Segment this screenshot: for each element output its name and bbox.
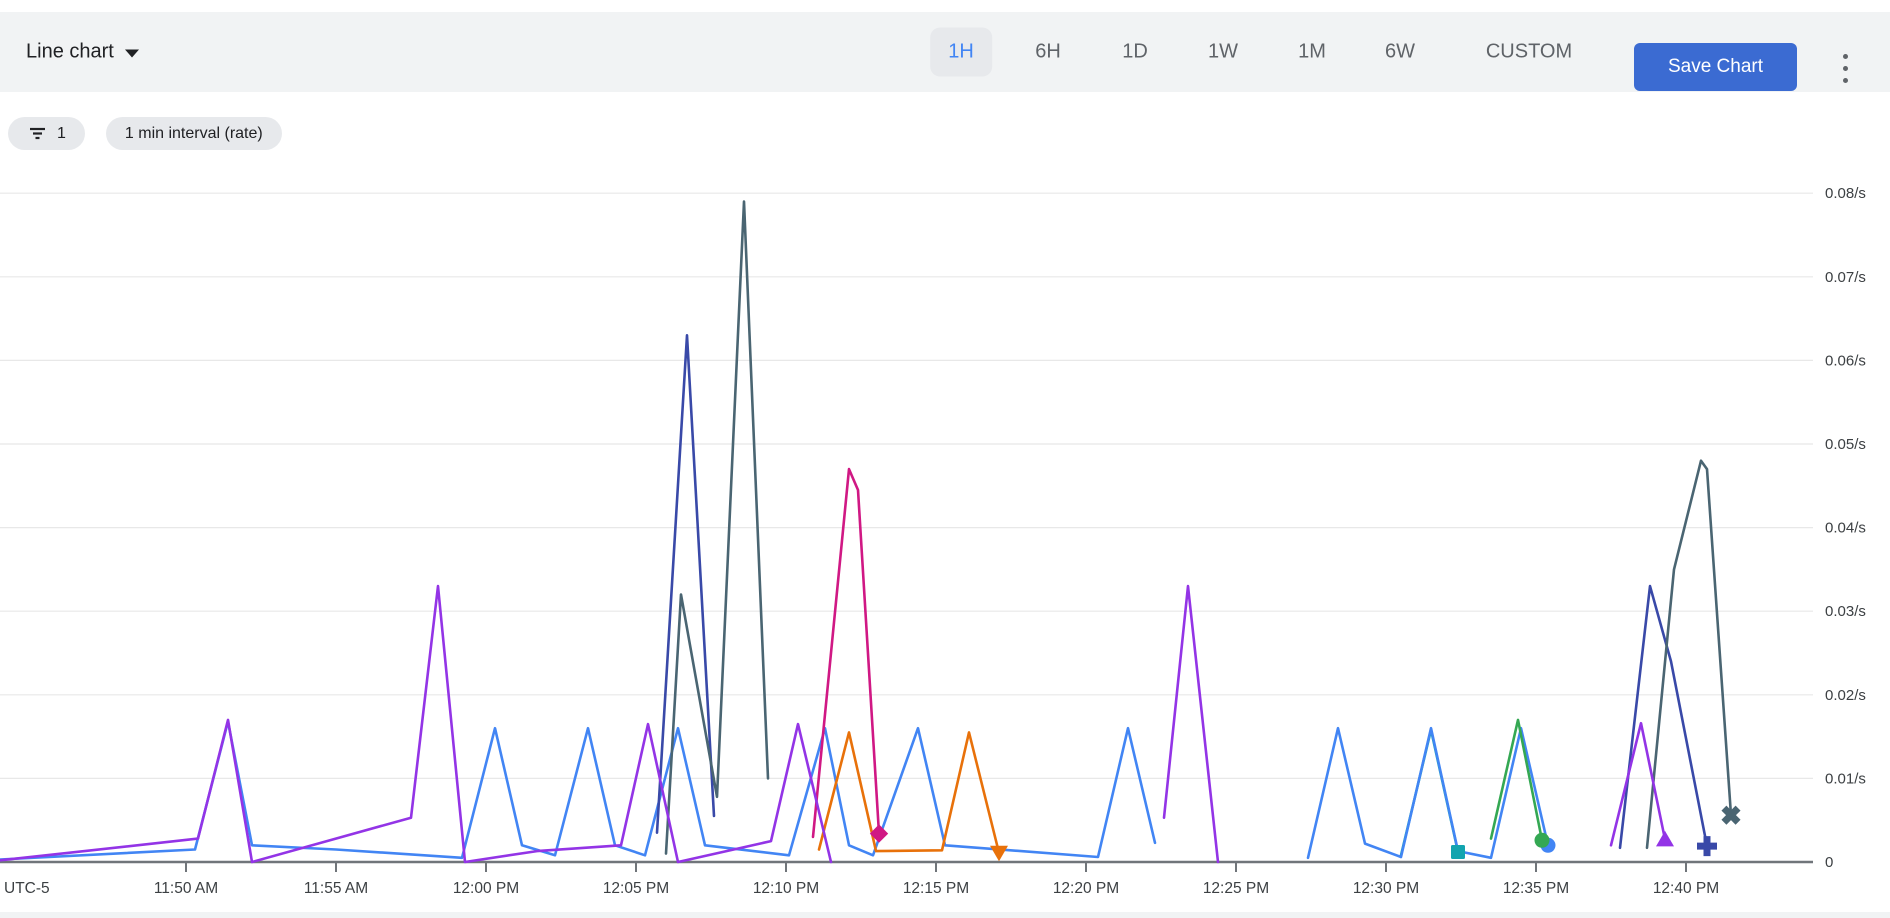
time-range-1w[interactable]: 1W: [1208, 40, 1238, 63]
chart-header-bar: Line chart 1H 6H 1D 1W 1M 6W CUSTOM Save Chart: [0, 12, 1890, 92]
time-range-custom[interactable]: CUSTOM: [1485, 40, 1573, 63]
y-axis-label: 0: [1825, 854, 1833, 871]
series-green-line[interactable]: [1489, 718, 1544, 842]
series-orange-end-marker[interactable]: [990, 845, 1008, 862]
time-range-1d[interactable]: 1D: [1122, 40, 1148, 63]
time-range-group: 1H 6H 1D 1W 1M 6W CUSTOM: [0, 12, 1890, 92]
y-axis-label: 0.03/s: [1825, 603, 1866, 620]
series-pink-line[interactable]: [811, 467, 881, 839]
x-axis-label: 11:50 AM: [154, 880, 218, 897]
series-teal-line[interactable]: [1399, 728, 1460, 857]
y-axis-label: 0.04/s: [1825, 520, 1866, 537]
series-slate-end-marker[interactable]: [1717, 801, 1745, 829]
series-navy-line[interactable]: [1618, 584, 1709, 850]
caret-down-icon: [124, 49, 139, 57]
series-orange-line[interactable]: [817, 731, 1001, 855]
filter-list-icon: [30, 127, 45, 140]
series-slate-line[interactable]: [664, 200, 770, 855]
y-axis-label: 0.08/s: [1825, 185, 1866, 202]
series-purple-line[interactable]: [1609, 721, 1667, 847]
time-range-6w[interactable]: 6W: [1385, 40, 1415, 63]
series-teal-end-marker[interactable]: [1451, 844, 1465, 859]
x-axis-label: 12:15 PM: [903, 880, 969, 897]
filter-count-label: 1: [57, 124, 66, 142]
series-navy-end-marker[interactable]: [1697, 836, 1717, 857]
series-blue-line[interactable]: [0, 720, 1157, 861]
time-range-1m[interactable]: 1M: [1298, 40, 1326, 63]
x-axis-label: 12:00 PM: [453, 880, 519, 897]
x-axis-label: 12:35 PM: [1503, 880, 1569, 897]
time-range-6h[interactable]: 6H: [1035, 40, 1061, 63]
filter-chip-row: 1 1 min interval (rate): [8, 117, 282, 150]
series-slate-line[interactable]: [1645, 459, 1733, 850]
filter-count-chip[interactable]: 1: [8, 117, 85, 150]
time-range-1h[interactable]: 1H: [930, 27, 992, 77]
series-pink-end-marker[interactable]: [869, 824, 889, 843]
series-purple-end-marker[interactable]: [1656, 830, 1674, 847]
marker-layer: [869, 801, 1745, 862]
chart-type-label: Line chart: [26, 40, 114, 63]
x-axis-label: 12:40 PM: [1653, 880, 1719, 897]
timezone-label: UTC-5: [4, 880, 50, 897]
series-green-end-marker[interactable]: [1534, 832, 1550, 848]
series-layer: [0, 200, 1733, 864]
save-chart-button[interactable]: Save Chart: [1634, 43, 1797, 91]
interval-chip-label: 1 min interval (rate): [124, 124, 263, 142]
y-axis-label: 0.01/s: [1825, 770, 1866, 787]
y-axis-label: 0.05/s: [1825, 436, 1866, 453]
y-axis-label: 0.07/s: [1825, 269, 1866, 286]
x-axis-label: 12:30 PM: [1353, 880, 1419, 897]
x-axis-label: 12:20 PM: [1053, 880, 1119, 897]
x-axis-label: 12:05 PM: [603, 880, 669, 897]
bottom-strip: [0, 912, 1890, 918]
series-purple-line[interactable]: [0, 584, 833, 864]
axes-layer: 0.08/s 0.07/s 0.06/s 0.05/s 0.04/s 0.03/s 0.02…: [0, 185, 1866, 897]
series-purple-line[interactable]: [1162, 584, 1220, 864]
series-blue-line[interactable]: [1306, 726, 1550, 860]
series-navy-line[interactable]: [655, 333, 716, 835]
x-axis-label: 11:55 AM: [304, 880, 368, 897]
interval-chip[interactable]: 1 min interval (rate): [105, 117, 282, 150]
x-axis-label: 12:25 PM: [1203, 880, 1269, 897]
y-axis-label: 0.06/s: [1825, 352, 1866, 369]
y-axis-label: 0.02/s: [1825, 687, 1866, 704]
kebab-menu-icon[interactable]: [1836, 46, 1854, 90]
x-axis-label: 12:10 PM: [753, 880, 819, 897]
chart-type-dropdown[interactable]: Line chart: [26, 41, 139, 64]
